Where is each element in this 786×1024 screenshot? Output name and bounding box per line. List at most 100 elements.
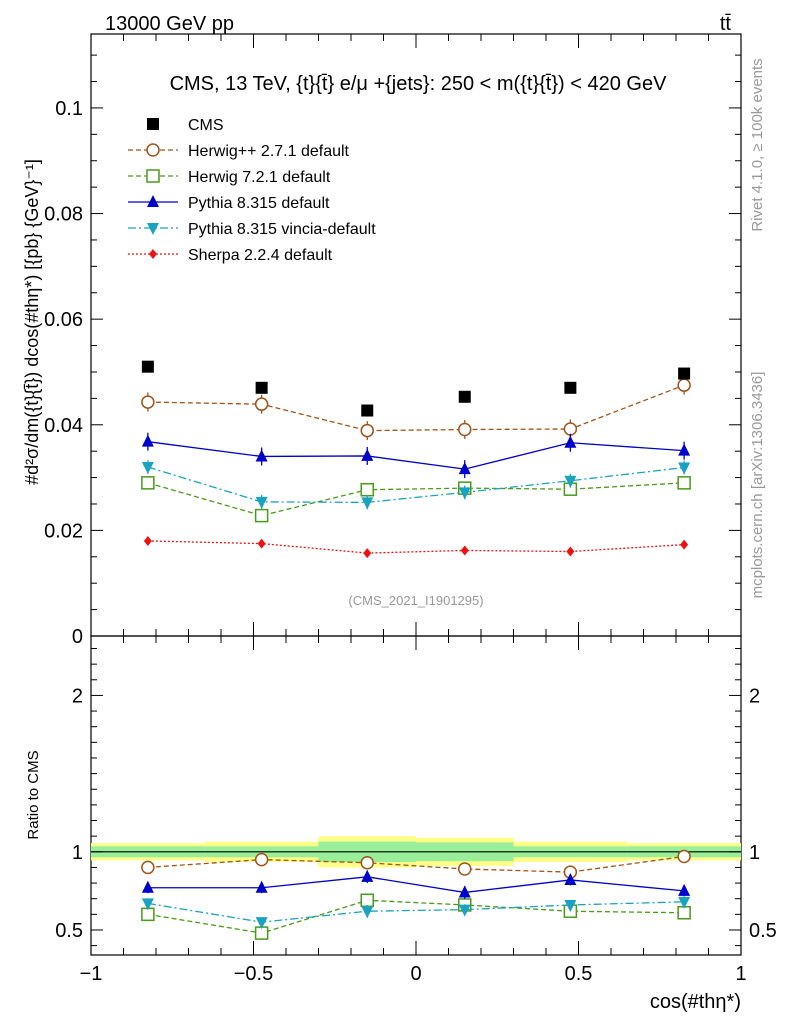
ratio-line-pythia-8-315-default [147,876,685,894]
data-point-sherpa-2-2-4-default [680,539,689,550]
data-point-pythia-8-315-vincia-default [361,497,374,510]
data-point-sherpa-2-2-4-default [363,548,372,559]
data-point-pythia-8-315-default [255,449,268,462]
legend-marker-herwig-7-2-1-default [146,169,160,183]
data-point-pythia-8-315-default [678,443,691,456]
main-y-tick-label: 0.02 [44,520,83,542]
ratio-line-herwig-7-2-1-default [147,899,685,934]
ratio-point-pythia-8-315-default [564,872,577,885]
x-axis-label: cos(#thη*) [650,991,741,1013]
x-tick-label: −1 [80,963,103,985]
ratio-point-pythia-8-315-vincia-default [678,896,691,909]
ratio-point-pythia-8-315-default [255,880,268,893]
main-axis-ticks: 0 0.02 0.04 0.06 0.08 0.1 [44,34,742,648]
legend-marker-cms [147,118,159,130]
data-point-cms [361,404,374,417]
data-point-cms [564,381,577,394]
series-line-pythia-8-315-default [147,441,685,470]
data-point-pythia-8-315-vincia-default [458,487,471,500]
ratio-line-pythia-8-315-vincia-default [147,901,685,923]
ratio-point-pythia-8-315-vincia-default [458,904,471,917]
data-point-herwig-7-2-1-default [141,476,155,490]
legend-label-herwig-2-7-1-default: Herwig++ 2.7.1 default [188,143,350,160]
data-point-pythia-8-315-vincia-default [141,462,154,475]
ratio-y-tick-label-right: 1 [749,842,760,864]
ratio-y-tick-label-right: 0.5 [749,920,777,942]
ratio-y-tick-label: 2 [72,685,83,707]
main-y-tick-label: 0 [72,626,83,648]
ratio-y-tick-label: 0.5 [55,920,83,942]
data-point-cms [458,390,471,403]
ratio-y-axis-label: Ratio to CMS [25,750,42,839]
legend-marker-pythia-8-315-default [147,195,159,207]
main-y-tick-label: 0.06 [44,309,83,331]
ratio-y-tick-label: 1 [72,842,83,864]
ratio-point-pythia-8-315-vincia-default [564,899,577,912]
main-y-axis-label: #d²σ/dm({t}{t̄}) dcos(#thη*) [{pb} {GeV}… [22,159,42,485]
process-label: tt̄ [720,13,732,35]
main-y-tick-label: 0.04 [44,415,83,437]
legend-marker-herwig-2-7-1-default [146,143,160,157]
ratio-uncertainty-bands [91,836,741,868]
legend-label-herwig-7-2-1-default: Herwig 7.2.1 default [188,169,331,186]
data-point-cms [678,367,691,380]
analysis-tag: (CMS_2021_I1901295) [348,593,483,608]
legend: CMS Herwig++ 2.7.1 default Herwig 7.2.1 de… [128,117,376,264]
data-point-herwig-2-7-1-default [141,395,155,409]
ratio-point-pythia-8-315-vincia-default [141,898,154,911]
legend-label-cms: CMS [188,117,224,134]
data-point-sherpa-2-2-4-default [460,545,469,556]
x-tick-label: 0.5 [565,963,593,985]
rivet-version-label: Rivet 4.1.0, ≥ 100k events [749,58,766,231]
mcplots-label: mcplots.cern.ch [arXiv:1306.3436] [749,372,766,599]
data-point-herwig-7-2-1-default [254,508,269,523]
data-point-cms [141,360,154,373]
data-point-pythia-8-315-vincia-default [255,496,268,509]
ratio-point-pythia-8-315-vincia-default [361,906,374,919]
data-point-herwig-7-2-1-default [677,476,691,490]
ratio-point-pythia-8-315-vincia-default [255,917,268,930]
data-point-herwig-2-7-1-default [458,422,472,437]
series-line-herwig-7-2-1-default [147,482,685,517]
ratio-point-pythia-8-315-default [458,885,471,898]
ratio-y-tick-label-right: 2 [749,685,760,707]
data-point-herwig-2-7-1-default [360,423,374,438]
data-point-pythia-8-315-default [564,435,577,448]
x-tick-label: 1 [735,963,746,985]
ratio-point-pythia-8-315-default [361,869,374,882]
energy-label: 13000 GeV pp [105,13,234,35]
ratio-point-herwig-2-7-1-default [677,849,691,864]
ratio-plot-series [141,849,691,940]
legend-label-pythia-8-315-default: Pythia 8.315 default [188,195,330,212]
data-point-herwig-2-7-1-default [563,422,578,436]
data-point-sherpa-2-2-4-default [566,546,575,557]
ratio-line-herwig-2-7-1-default [147,855,685,873]
ratio-plot-frame [90,635,742,956]
main-y-tick-label: 0.1 [55,98,83,120]
data-point-cms [255,381,268,394]
ratio-point-pythia-8-315-default [141,880,154,893]
data-point-herwig-2-7-1-default [254,397,269,411]
main-plot-series [141,360,691,559]
data-point-sherpa-2-2-4-default [257,538,266,549]
x-tick-label: −0.5 [234,963,273,985]
series-line-pythia-8-315-vincia-default [147,466,685,504]
data-point-herwig-7-2-1-default [360,482,374,497]
ratio-point-pythia-8-315-default [678,883,691,896]
data-point-pythia-8-315-vincia-default [678,462,691,475]
ratio-point-herwig-2-7-1-default [458,862,472,876]
data-point-pythia-8-315-vincia-default [564,475,577,488]
legend-marker-sherpa-2-2-4-default [149,249,157,259]
ratio-point-herwig-2-7-1-default [360,855,374,870]
series-line-herwig-2-7-1-default [147,384,685,432]
main-y-tick-label: 0.08 [44,204,83,226]
legend-marker-pythia-8-315-vincia-default [147,223,159,235]
ratio-point-herwig-2-7-1-default [254,852,269,867]
x-tick-label: 0 [410,963,421,985]
main-plot-title: CMS, 13 TeV, {t}{t̄} e/μ +{jets}: 250 < … [170,73,668,95]
legend-label-pythia-8-315-vincia-default: Pythia 8.315 vincia-default [188,221,376,238]
ratio-point-herwig-7-2-1-default [360,893,374,908]
legend-label-sherpa-2-2-4-default: Sherpa 2.2.4 default [188,247,333,264]
ratio-axis-ticks: 0.5 0.51 12 2−1 −0.5 0 0.5 1 [55,636,777,985]
